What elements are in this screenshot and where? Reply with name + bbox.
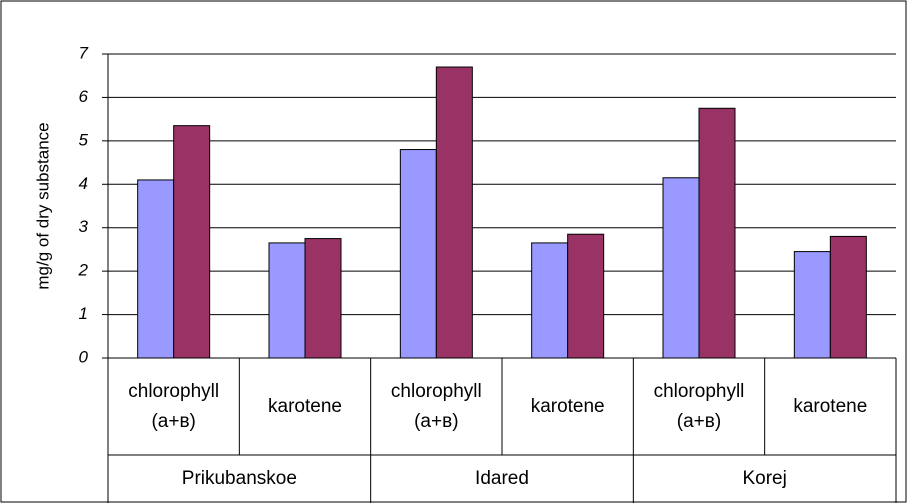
y-tick-label: 6	[79, 87, 89, 106]
bar	[567, 233, 605, 359]
x-tick-label: chlorophyll (a+в)	[390, 380, 482, 432]
x-tick-label: karotene	[268, 395, 342, 417]
y-tick-label: 0	[79, 347, 89, 366]
y-tick-label: 3	[79, 217, 89, 236]
y-tick-label: 7	[79, 43, 89, 62]
bar	[435, 66, 473, 359]
x-tick-label: chlorophyll (a+в)	[653, 380, 745, 432]
x-tick-label: karotene	[530, 395, 605, 417]
x-tick-label: chlorophyll (a+в)	[128, 380, 220, 432]
y-axis-label: mg/g of dry substance	[33, 122, 52, 289]
y-tick-label: 5	[79, 130, 89, 149]
bar	[173, 125, 211, 359]
bar	[662, 177, 700, 359]
bar	[793, 251, 831, 359]
bar	[829, 235, 867, 359]
y-tick-label: 2	[78, 261, 89, 280]
bar	[531, 242, 569, 359]
group-label: Korej	[742, 468, 787, 489]
bar	[399, 149, 437, 359]
bar	[304, 238, 342, 359]
bar	[698, 107, 736, 359]
x-tick-label: karotene	[793, 395, 868, 417]
y-tick-label: 1	[79, 304, 88, 323]
bar	[268, 242, 306, 359]
bar	[137, 179, 175, 359]
y-tick-label: 4	[79, 174, 88, 193]
group-label: Prikubanskoe	[181, 468, 297, 489]
group-label: Idared	[475, 468, 529, 489]
